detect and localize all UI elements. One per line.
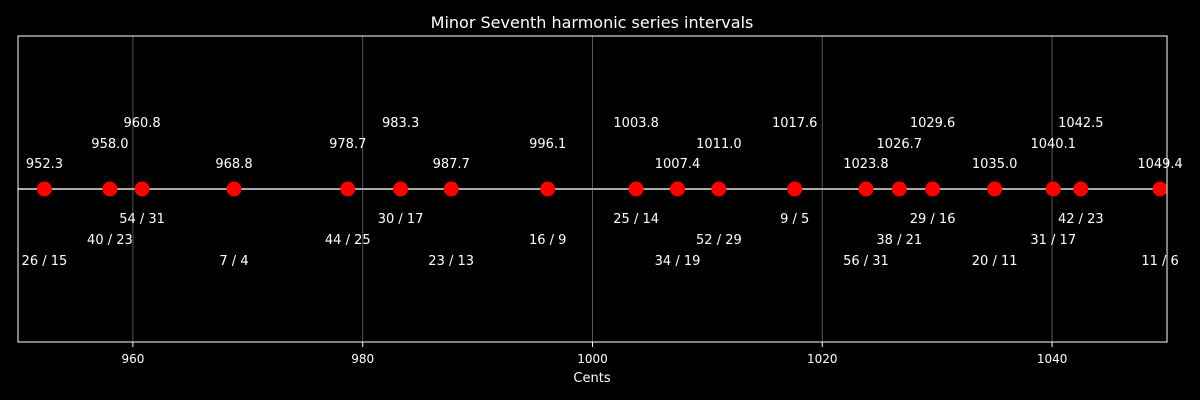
x-tick-label: 1000 (577, 352, 608, 366)
data-point (1152, 181, 1168, 197)
data-point (891, 181, 907, 197)
ratio-label: 52 / 29 (696, 233, 742, 248)
data-point (711, 181, 727, 197)
ratio-label: 30 / 17 (378, 212, 424, 227)
data-point (443, 181, 459, 197)
ratio-label: 56 / 31 (843, 254, 889, 269)
cents-label: 1011.0 (696, 137, 742, 152)
ratio-label: 44 / 25 (325, 233, 371, 248)
ratio-label: 29 / 16 (910, 212, 956, 227)
cents-label: 1035.0 (972, 157, 1018, 172)
cents-label: 958.0 (91, 137, 128, 152)
data-point (1073, 181, 1089, 197)
ratio-label: 34 / 19 (655, 254, 701, 269)
ratio-label: 16 / 9 (529, 233, 566, 248)
ratio-label: 20 / 11 (972, 254, 1018, 269)
data-point (670, 181, 686, 197)
data-point (340, 181, 356, 197)
cents-label: 987.7 (433, 157, 470, 172)
cents-label: 1049.4 (1137, 157, 1183, 172)
x-tick-label: 980 (351, 352, 374, 366)
ratio-label: 23 / 13 (428, 254, 474, 269)
x-tick-label: 1020 (807, 352, 838, 366)
data-point (393, 181, 409, 197)
data-point (134, 181, 150, 197)
cents-label: 1023.8 (843, 157, 889, 172)
ratio-label: 38 / 21 (876, 233, 922, 248)
ratio-label: 7 / 4 (219, 254, 248, 269)
cents-label: 1007.4 (655, 157, 701, 172)
data-point (925, 181, 941, 197)
ratio-label: 25 / 14 (613, 212, 659, 227)
x-tick-label: 960 (121, 352, 144, 366)
cents-label: 1042.5 (1058, 116, 1104, 131)
cents-label: 983.3 (382, 116, 419, 131)
ratio-label: 42 / 23 (1058, 212, 1104, 227)
chart-title: Minor Seventh harmonic series intervals (431, 13, 754, 32)
cents-label: 952.3 (26, 157, 63, 172)
cents-label: 996.1 (529, 137, 566, 152)
data-point (36, 181, 52, 197)
ratio-label: 31 / 17 (1030, 233, 1076, 248)
data-point (102, 181, 118, 197)
cents-label: 1003.8 (613, 116, 659, 131)
data-point (858, 181, 874, 197)
marks: 952.3 26 / 15 958.0 40 / 23 960.8 54 / 31 968.… (22, 116, 1183, 269)
cents-label: 1026.7 (877, 137, 923, 152)
data-point (226, 181, 242, 197)
cents-label: 968.8 (215, 157, 252, 172)
x-tick-label: 1040 (1037, 352, 1068, 366)
cents-label: 1017.6 (772, 116, 818, 131)
cents-label: 960.8 (123, 116, 160, 131)
ratio-label: 40 / 23 (87, 233, 133, 248)
data-point (1045, 181, 1061, 197)
x-axis-label: Cents (573, 371, 610, 386)
cents-label: 1029.6 (910, 116, 956, 131)
ratio-label: 9 / 5 (780, 212, 809, 227)
data-point (787, 181, 803, 197)
ratio-label: 26 / 15 (22, 254, 68, 269)
cents-label: 1040.1 (1030, 137, 1076, 152)
data-point (540, 181, 556, 197)
data-point (987, 181, 1003, 197)
cents-label: 978.7 (329, 137, 366, 152)
data-point (628, 181, 644, 197)
ratio-label: 54 / 31 (119, 212, 165, 227)
ratio-label: 11 / 6 (1141, 254, 1178, 269)
x-ticks: 960 980 1000 1020 1040 (121, 342, 1067, 366)
